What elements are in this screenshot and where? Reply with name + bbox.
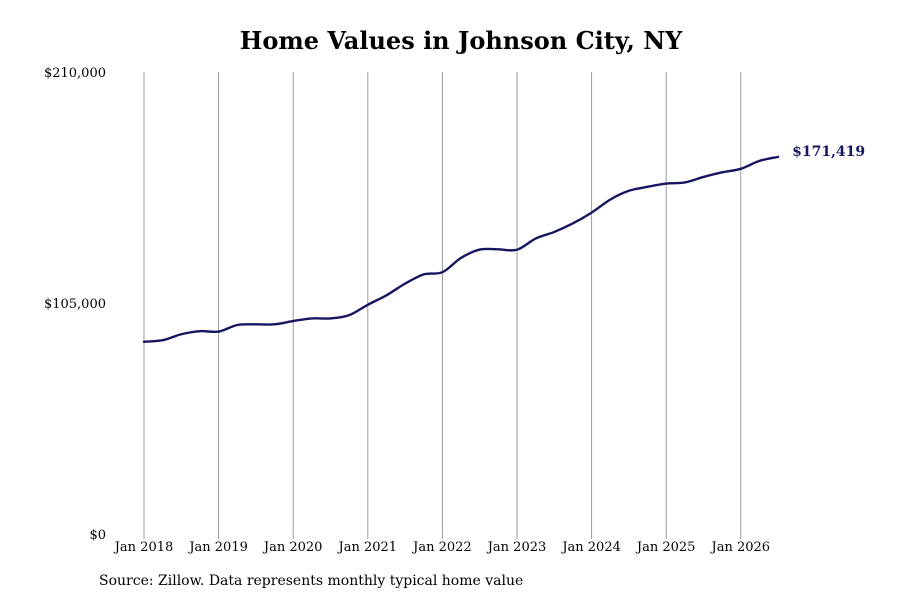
chart-title: Home Values in Johnson City, NY — [239, 26, 683, 55]
end-value-label: $171,419 — [792, 144, 865, 160]
x-tick-label: Jan 2020 — [262, 540, 323, 555]
x-tick-label: Jan 2022 — [411, 540, 472, 555]
grid-lines — [143, 72, 742, 539]
x-tick-label: Jan 2026 — [710, 540, 771, 555]
y-tick-label: $210,000 — [44, 66, 106, 81]
source-note: Source: Zillow. Data represents monthly … — [99, 573, 524, 589]
axis-labels: Jan 2018 Jan 2019 Jan 2020 Jan 2021 Jan 2022… — [44, 66, 770, 555]
x-tick-label: Jan 2024 — [560, 540, 621, 555]
x-tick-label: Jan 2019 — [187, 540, 248, 555]
series-layer: $171,419 — [142, 144, 865, 343]
x-tick-label: Jan 2023 — [486, 540, 547, 555]
x-tick-label: Jan 2021 — [337, 540, 398, 555]
y-tick-label: $0 — [89, 528, 106, 543]
y-tick-label: $105,000 — [44, 297, 106, 312]
x-tick-label: Jan 2025 — [635, 540, 696, 555]
x-tick-label: Jan 2018 — [113, 540, 174, 555]
series-line — [142, 155, 780, 343]
